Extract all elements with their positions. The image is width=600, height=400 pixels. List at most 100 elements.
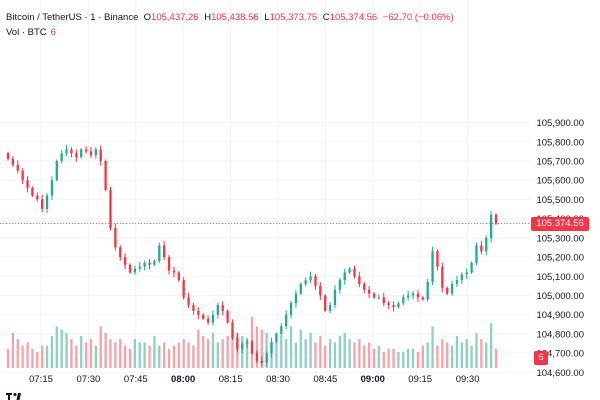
low-value: 105,373.75: [269, 12, 318, 23]
candle-body: [241, 343, 244, 350]
candle-body: [289, 303, 293, 315]
volume-bar: [70, 339, 73, 368]
time-tick-label: 08:00: [171, 374, 195, 385]
high-label: H: [204, 12, 212, 23]
candle-body: [26, 180, 29, 188]
candle-body: [192, 305, 195, 311]
candle-body: [485, 237, 488, 252]
candle-body: [143, 262, 146, 267]
volume-bar: [172, 345, 176, 368]
candle-body: [377, 297, 381, 299]
volume-bar: [187, 342, 190, 368]
candle-body: [172, 270, 176, 273]
time-axis[interactable]: 07:15 07:30 07:45 08:00 08:15 08:30 08:45 09:00…: [29, 374, 479, 385]
symbol-title[interactable]: Bitcoin / TetherUS · 1 · Binance: [6, 12, 139, 23]
candle-body: [99, 149, 102, 161]
candle-body: [70, 149, 73, 154]
volume-bar: [167, 348, 171, 368]
volume-bar: [75, 345, 78, 368]
candle-body: [358, 276, 361, 284]
candle-body: [80, 149, 83, 158]
candle-body: [260, 360, 263, 363]
volume-bar: [260, 329, 263, 368]
volume-bar: [450, 345, 454, 368]
volume-label[interactable]: Vol · BTC: [6, 27, 47, 38]
candle-body: [41, 199, 44, 210]
candle-body: [231, 322, 234, 338]
volume-bar: [416, 352, 420, 368]
candle-body: [167, 257, 171, 271]
candle-body: [470, 262, 473, 273]
candle-body: [202, 314, 205, 319]
chart-legend: Bitcoin / TetherUS · 1 · Binance O105,43…: [6, 11, 457, 41]
volume-bar: [50, 336, 54, 368]
volume-bar: [143, 342, 146, 368]
candle-body: [65, 149, 68, 154]
time-tick-label: 09:00: [361, 374, 385, 385]
candle-body: [6, 153, 10, 160]
price-axis[interactable]: 105,900.00 105,800.00 105,700.00 105,600.00…: [536, 118, 584, 379]
time-tick-label: 08:15: [219, 374, 243, 385]
volume-bar: [192, 345, 195, 368]
volume-bar: [16, 339, 19, 368]
candle-body: [21, 170, 24, 181]
volume-bar: [363, 345, 366, 368]
candle-body: [236, 337, 239, 350]
volume-bar: [353, 342, 356, 368]
candle-body: [206, 318, 210, 323]
time-tick-label: 08:30: [266, 374, 290, 385]
volume-bar: [402, 352, 405, 368]
volume-bar: [133, 339, 137, 368]
volume-bar: [407, 348, 410, 368]
candle-body: [324, 295, 327, 311]
volume-bar: [26, 342, 29, 368]
candle-body: [392, 305, 395, 308]
candle-body: [158, 245, 161, 261]
volume-bar: [163, 342, 166, 368]
candle-body: [221, 305, 224, 311]
volume-bar: [309, 332, 312, 368]
candle-body: [114, 228, 117, 248]
volume-bar: [89, 339, 93, 368]
open-value: 105,437.26: [151, 12, 199, 23]
volume-bar: [455, 336, 459, 368]
volume-bar: [460, 342, 463, 368]
candle-body: [494, 214, 498, 224]
candle-body: [314, 276, 317, 286]
candle-body: [187, 297, 190, 306]
volume-bar: [372, 348, 376, 368]
volume-bar: [65, 332, 68, 368]
candle-body: [128, 264, 132, 273]
volume-bar: [245, 339, 249, 368]
volume-bar: [231, 329, 234, 368]
candle-body: [148, 262, 151, 265]
price-tick-label: 105,300.00: [536, 233, 584, 244]
price-tick-label: 104,800.00: [536, 329, 584, 340]
price-tick-label: 105,800.00: [536, 137, 584, 148]
price-tick-label: 105,000.00: [536, 291, 584, 302]
volume-bar: [324, 345, 327, 368]
candle-body: [299, 283, 302, 294]
candle-body: [104, 160, 107, 190]
candle-body: [133, 268, 137, 273]
volume-bar: [275, 332, 278, 368]
volume-bar: [114, 342, 117, 368]
volume-bar: [280, 336, 283, 368]
close-label: C: [322, 12, 330, 23]
candle-body: [123, 257, 127, 265]
volume-bar: [80, 336, 83, 368]
candle-body: [197, 310, 200, 315]
volume-bar: [148, 345, 151, 368]
candle-body: [11, 159, 15, 165]
volume-bar: [426, 342, 429, 368]
volume-bar: [397, 352, 400, 368]
candle-body: [397, 303, 400, 308]
time-tick-label: 07:30: [77, 374, 101, 385]
candle-body: [338, 280, 341, 290]
volume-bar: [289, 326, 293, 368]
candle-body: [163, 245, 166, 258]
high-value: 105,438.56: [211, 12, 259, 23]
volume-bar: [367, 342, 371, 368]
volume-bar: [382, 352, 385, 368]
